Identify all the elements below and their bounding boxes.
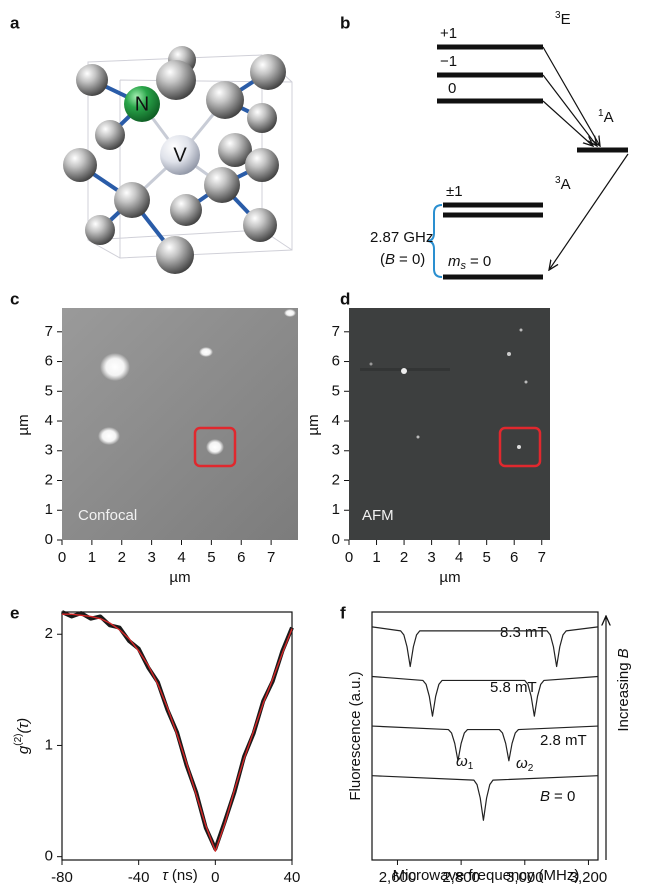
dip-label: ω2 (516, 755, 534, 774)
level-label: 0 (448, 80, 456, 97)
level-label: +1 (440, 25, 457, 42)
axis-annotation: IncreasingB (615, 648, 632, 731)
y-tick-label: 4 (332, 412, 340, 429)
y-tick-label: 2 (332, 471, 340, 488)
y-tick-label: 3 (332, 442, 340, 459)
x-tick-label: 2 (118, 549, 126, 566)
y-axis-label: µm (15, 414, 32, 435)
panel-label: e (10, 603, 19, 622)
term-label: 3E (555, 10, 571, 28)
x-tick-label: 2,800 (442, 869, 480, 885)
panel-label: b (340, 13, 350, 32)
y-tick-label: 0 (332, 531, 340, 548)
y-tick-label: 7 (332, 323, 340, 340)
x-tick-label: 2 (400, 549, 408, 566)
data-line (372, 627, 598, 667)
y-tick-label: 5 (45, 382, 53, 399)
x-tick-label: 0 (345, 549, 353, 566)
x-tick-label: 6 (237, 549, 245, 566)
splitting-label: 2.87 GHz (370, 229, 433, 246)
confocal-image (62, 308, 298, 540)
data-line (62, 612, 292, 849)
x-tick-label: 6 (510, 549, 518, 566)
x-tick-label: 4 (455, 549, 463, 566)
x-tick-label: 2,600 (379, 869, 417, 885)
y-tick-label: 6 (332, 353, 340, 370)
trace-label: 8.3 mT (500, 624, 547, 641)
x-tick-label: 0 (58, 549, 66, 566)
panel-label: a (10, 13, 20, 32)
y-axis-label: µm (305, 414, 322, 435)
panel-label: f (340, 603, 346, 622)
splitting-condition: (B= 0) (380, 251, 425, 268)
x-tick-label: -40 (128, 869, 150, 885)
trace-label: 5.8 mT (490, 679, 537, 696)
x-tick-label: 3,200 (570, 869, 608, 885)
x-axis-label: τ(ns) (162, 867, 197, 884)
y-tick-label: 0 (45, 848, 53, 865)
level-label: ms= 0 (448, 253, 491, 272)
panel-label: d (340, 289, 350, 308)
atom-label: N (135, 93, 149, 115)
y-tick-label: 1 (45, 736, 53, 753)
x-axis-label: µm (169, 569, 190, 586)
y-tick-label: 2 (45, 471, 53, 488)
atom-label: V (173, 144, 187, 166)
x-tick-label: 3,000 (506, 869, 544, 885)
y-tick-label: 7 (45, 323, 53, 340)
x-tick-label: 40 (284, 869, 301, 885)
x-tick-label: 7 (267, 549, 275, 566)
x-axis-label: µm (439, 569, 460, 586)
term-label: 1A (598, 108, 614, 126)
y-tick-label: 0 (45, 531, 53, 548)
trace-label: 2.8 mT (540, 732, 587, 749)
x-tick-label: 5 (207, 549, 215, 566)
x-tick-label: 1 (372, 549, 380, 566)
x-tick-label: 3 (427, 549, 435, 566)
image-annotation: Confocal (78, 507, 137, 524)
trace-label: B= 0 (540, 788, 575, 805)
y-tick-label: 5 (332, 382, 340, 399)
x-tick-label: 3 (147, 549, 155, 566)
y-axis-label: g(2)(τ) (13, 718, 32, 754)
term-label: 3A (555, 175, 571, 193)
x-axis-label: Microwave frequency (MHz) (393, 867, 580, 884)
x-tick-label: 0 (211, 869, 219, 885)
level-label: ±1 (446, 183, 463, 200)
y-tick-label: 4 (45, 412, 53, 429)
y-tick-label: 6 (45, 353, 53, 370)
y-tick-label: 1 (332, 501, 340, 518)
x-tick-label: 5 (482, 549, 490, 566)
y-tick-label: 1 (45, 501, 53, 518)
panel-label: c (10, 289, 19, 308)
energy-levels (427, 47, 628, 277)
data-line (62, 614, 292, 851)
y-axis-label: Fluorescence (a.u.) (347, 671, 364, 800)
y-tick-label: 3 (45, 442, 53, 459)
figure: a N V b +1 −1 0 3E 1A 3A ±1 ms= 0 2.87 G… (0, 0, 648, 885)
afm-image (349, 308, 550, 540)
x-tick-label: -80 (51, 869, 73, 885)
image-annotation: AFM (362, 507, 394, 524)
x-tick-label: 4 (177, 549, 185, 566)
data-line (372, 676, 598, 716)
x-tick-label: 1 (88, 549, 96, 566)
level-label: −1 (440, 53, 457, 70)
y-tick-label: 2 (45, 625, 53, 642)
x-tick-label: 7 (538, 549, 546, 566)
